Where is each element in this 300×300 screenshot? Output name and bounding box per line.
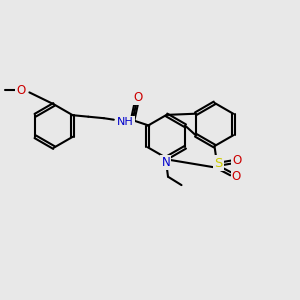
Text: S: S: [214, 157, 223, 170]
Text: O: O: [16, 84, 26, 97]
Text: O: O: [133, 91, 142, 104]
Text: O: O: [232, 154, 242, 167]
Text: NH: NH: [117, 117, 134, 127]
Text: O: O: [232, 170, 241, 183]
Text: N: N: [161, 156, 170, 169]
